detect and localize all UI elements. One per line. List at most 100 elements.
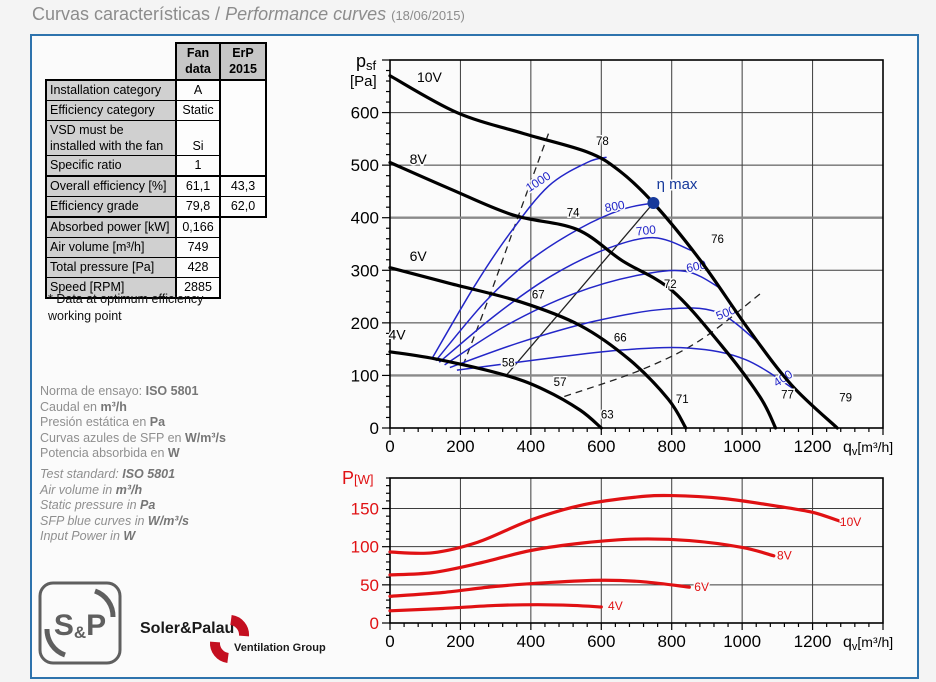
footnote-line: * Data at optimum efficiency — [48, 292, 204, 306]
x-tick-label: 1000 — [723, 437, 761, 456]
x-axis-label: qv[m³/h] — [843, 439, 893, 458]
efficiency-label: 63 — [601, 410, 614, 422]
notes-english: Test standard: ISO 5801 Air volume in m³/… — [40, 467, 320, 545]
erp-value: 43,3 — [219, 175, 267, 197]
notes-spanish: Norma de ensayo: ISO 5801 Caudal en m³/h P… — [40, 384, 320, 462]
power-chart: 4V 6V 8V 10V 0 200 400 600 800 1000 1200 0 50 100 150 q… — [342, 468, 893, 653]
x-tick-label: 800 — [658, 632, 686, 651]
series-label: 6V — [410, 248, 428, 264]
title-date: (18/06/2015) — [391, 8, 465, 23]
x-tick-label: 1200 — [794, 437, 832, 456]
fan-data-value: 2885 — [175, 277, 221, 299]
note-line: Input Power in W — [40, 529, 136, 543]
fan-data-value: 0,166 — [175, 216, 221, 238]
fan-data-value: 79,8 — [175, 196, 221, 218]
y-tick-label: 50 — [360, 576, 379, 595]
max-efficiency-line — [505, 202, 654, 376]
efficiency-label: 76 — [711, 234, 724, 246]
table-header-row: Fan data ErP 2015 — [46, 42, 267, 81]
x-tick-label: 400 — [517, 632, 545, 651]
x-tick-label: 600 — [587, 437, 615, 456]
y-tick-label: 500 — [351, 156, 379, 175]
series-curve — [388, 537, 776, 577]
x-axis-label: qv[m³/h] — [843, 634, 893, 653]
series-label: 10V — [840, 515, 861, 529]
fan-table-body: Installation category A Efficiency categor… — [45, 78, 267, 299]
eta-max-label: η max — [657, 176, 698, 193]
fan-data-value: 428 — [175, 257, 221, 278]
series-curve — [388, 74, 839, 430]
y-axis-label: psf — [356, 51, 377, 73]
page-title: Curvas características / Performance cur… — [32, 4, 465, 25]
row-label: Installation category — [45, 78, 177, 101]
table-row: Overall efficiency [%] 61,1 43,3 — [45, 175, 267, 197]
table-row: Efficiency grade 79,8 62,0 — [45, 196, 267, 218]
sp-logo-arc-top — [94, 588, 116, 618]
note-line: Test standard: ISO 5801 — [40, 467, 176, 481]
row-label: Total pressure [Pa] — [45, 257, 177, 278]
fan-data-value: Si — [175, 119, 221, 156]
series-label: 8V — [777, 549, 792, 563]
x-tick-label: 800 — [658, 437, 686, 456]
sfp-curve — [431, 156, 607, 359]
fan-data-value: 61,1 — [175, 175, 221, 197]
x-tick-label: 600 — [587, 632, 615, 651]
table-row: VSD must be installed with the fan Si — [45, 119, 266, 156]
sfp-curve — [438, 236, 692, 363]
table-row: Total pressure [Pa] 428 — [45, 257, 266, 278]
sfp-curve-label: 500 — [714, 302, 738, 323]
series-curve — [388, 603, 603, 613]
fan-table-head: Fan data ErP 2015 — [46, 42, 267, 81]
note-line: Air volume in m³/h — [40, 482, 143, 497]
y-axis-label: P[W] — [342, 468, 374, 488]
x-tick-label: 0 — [385, 437, 394, 456]
erp-value: 62,0 — [219, 196, 267, 218]
y-tick-label: 200 — [351, 314, 379, 333]
series-label: 6V — [694, 580, 709, 594]
row-label: Efficiency category — [45, 99, 177, 121]
sfp-curve-label: 700 — [635, 223, 657, 239]
row-label: Speed [RPM] — [45, 277, 177, 299]
x-tick-label: 400 — [517, 437, 545, 456]
eta-max-point — [647, 196, 660, 209]
table-row: Absorbed power [kW] 0,166 — [45, 216, 266, 238]
y-tick-label: 0 — [370, 614, 379, 633]
series-curve — [388, 266, 688, 430]
note-line: Potencia absorbida en W — [40, 446, 180, 460]
y-tick-label: 150 — [351, 500, 379, 519]
y-tick-label: 600 — [351, 104, 379, 123]
y-axis-unit: [Pa] — [350, 73, 377, 90]
table-row: Speed [RPM] 2885 — [45, 277, 266, 299]
efficiency-label: 72 — [664, 279, 677, 291]
fan-data-value: 1 — [175, 155, 221, 177]
fan-data-value: A — [175, 78, 221, 101]
efficiency-label: 77 — [781, 390, 794, 402]
plot-border — [389, 59, 884, 429]
plot-border — [389, 477, 884, 624]
table-row: Installation category A — [45, 78, 267, 177]
sp-logo-arc-bottom — [44, 628, 66, 658]
footnote-line: working point — [48, 309, 122, 323]
sfp-curve-label: 800 — [604, 198, 626, 215]
fan-data-value: 749 — [175, 237, 221, 258]
y-tick-label: 100 — [351, 538, 379, 557]
erp-value — [219, 78, 267, 177]
series-label: 10V — [417, 69, 443, 85]
row-label: Absorbed power [kW] — [45, 216, 177, 238]
row-label: Air volume [m³/h] — [45, 237, 177, 258]
sp-logo: S&P — [38, 581, 122, 665]
note-line: Norma de ensayo: ISO 5801 — [40, 384, 199, 398]
x-tick-label: 200 — [446, 632, 474, 651]
row-label: Overall efficiency [%] — [45, 175, 177, 197]
note-line: Presión estática en Pa — [40, 415, 166, 429]
series-label: 8V — [410, 151, 428, 167]
efficiency-label: 66 — [614, 332, 627, 344]
efficiency-label: 79 — [839, 393, 852, 405]
series-label: 4V — [608, 599, 623, 613]
series-curve — [388, 350, 603, 430]
working-range-dashed-line — [462, 133, 550, 366]
sfp-curve — [435, 202, 654, 362]
fan-data-value: Static — [175, 99, 221, 121]
row-label: VSD must be installed with the fan — [45, 119, 177, 156]
